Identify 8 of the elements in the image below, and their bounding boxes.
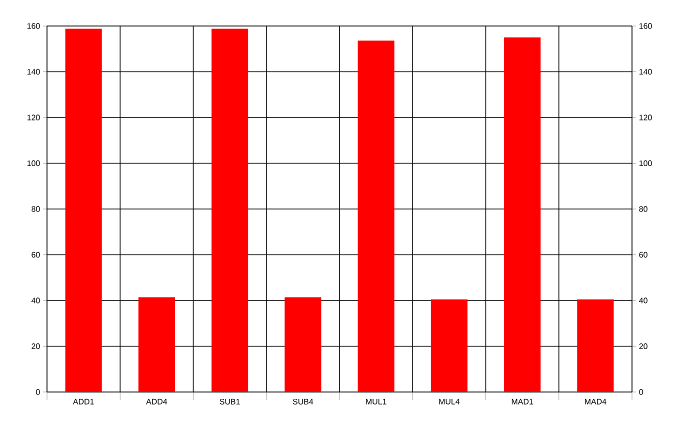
- bar: [138, 297, 175, 392]
- bar: [212, 28, 248, 392]
- bar: [358, 40, 394, 392]
- bar: [577, 299, 614, 392]
- bar: [284, 297, 322, 392]
- bar: [430, 299, 468, 392]
- bar: [504, 37, 541, 392]
- bar: [65, 28, 102, 392]
